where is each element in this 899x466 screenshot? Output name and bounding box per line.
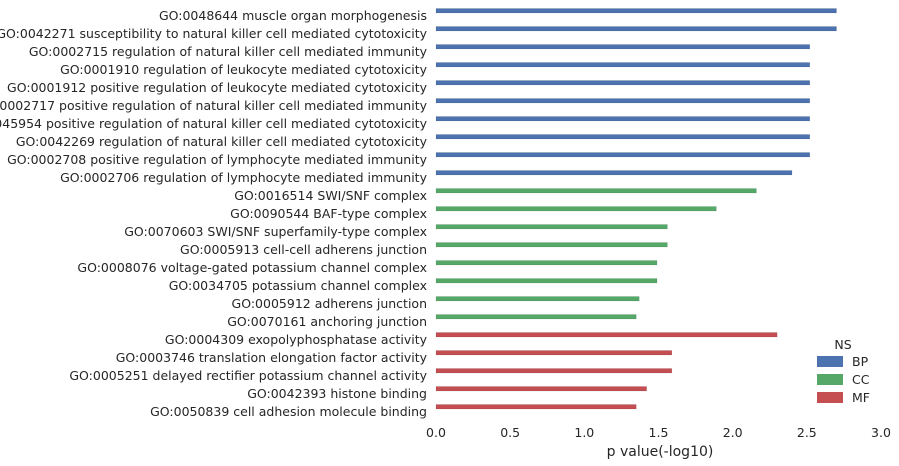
bar-cc (435, 260, 658, 266)
bar-cc (435, 242, 668, 248)
x-tick-label: 1.0 (574, 425, 594, 440)
bar-cc (435, 314, 637, 320)
legend-label-mf: MF (852, 390, 870, 405)
bar-cc (435, 278, 658, 284)
bar-bp (435, 152, 811, 158)
category-label: GO:0090544 BAF-type complex (230, 206, 427, 221)
category-label: GO:0042271 susceptibility to natural kil… (0, 26, 428, 41)
legend-swatch-mf (817, 392, 843, 403)
bar-cc (435, 188, 757, 194)
category-label: GO:0005912 adherens junction (232, 296, 427, 311)
legend-swatch-cc (817, 374, 843, 385)
category-label: GO:0001912 positive regulation of leukoc… (7, 80, 428, 95)
category-label: GO:0034705 potassium channel complex (169, 278, 427, 293)
category-label: GO:0048644 muscle organ morphogenesis (159, 8, 427, 23)
bar-bp (435, 134, 811, 140)
bar-mf (435, 332, 778, 338)
bar-bp (435, 98, 811, 104)
category-label: GO:0001910 regulation of leukocyte media… (60, 62, 428, 77)
category-label: GO:0004309 exopolyphosphatase activity (165, 332, 428, 347)
bar-bp (435, 62, 811, 68)
bar-cc (435, 206, 717, 212)
category-label: GO:0042393 histone binding (247, 386, 427, 401)
x-tick-label: 2.5 (797, 425, 817, 440)
category-label: GO:0002717 positive regulation of natura… (0, 98, 428, 113)
x-tick-label: 0.0 (426, 425, 446, 440)
bar-mf (435, 386, 647, 392)
bar-mf (435, 368, 673, 374)
legend-label-bp: BP (852, 354, 869, 369)
bar-cc (435, 296, 640, 302)
bar-bp (435, 80, 811, 86)
x-tick-label: 3.0 (871, 425, 891, 440)
category-label: GO:0005251 delayed rectifier potassium c… (69, 368, 427, 383)
legend-title: NS (834, 337, 851, 352)
category-label: GO:0070161 anchoring junction (227, 314, 427, 329)
bar-mf (435, 404, 637, 410)
bar-bp (435, 116, 811, 122)
category-label: GO:0070603 SWI/SNF superfamily-type comp… (124, 224, 427, 239)
category-label: GO:0002708 positive regulation of lympho… (7, 152, 428, 167)
category-label: GO:0002715 regulation of natural killer … (29, 44, 428, 59)
category-label: GO:0016514 SWI/SNF complex (234, 188, 427, 203)
x-tick-label: 0.5 (500, 425, 520, 440)
category-label: GO:0045954 positive regulation of natura… (0, 116, 428, 131)
bars (435, 8, 837, 410)
category-label: GO:0002706 regulation of lymphocyte medi… (60, 170, 428, 185)
bar-cc (435, 224, 668, 230)
category-label: GO:0005913 cell-cell adherens junction (180, 242, 427, 257)
category-label: GO:0008076 voltage-gated potassium chann… (77, 260, 427, 275)
category-label: GO:0050839 cell adhesion molecule bindin… (150, 404, 427, 419)
bar-mf (435, 350, 673, 356)
category-labels: GO:0048644 muscle organ morphogenesis GO:… (0, 8, 428, 419)
bar-bp (435, 8, 837, 14)
bar-bp (435, 44, 811, 50)
x-tick-label: 2.0 (723, 425, 743, 440)
bar-bp (435, 170, 793, 176)
legend-swatch-bp (817, 356, 843, 367)
x-axis-label: p value(-log10) (607, 444, 714, 460)
legend: NS BP CC MF (817, 337, 870, 405)
bar-bp (435, 26, 837, 32)
x-tick-label: 1.5 (649, 425, 669, 440)
category-label: GO:0042269 regulation of natural killer … (16, 134, 428, 149)
category-label: GO:0003746 translation elongation factor… (116, 350, 428, 365)
legend-label-cc: CC (852, 372, 870, 387)
x-axis-ticks: 0.0 0.5 1.0 1.5 2.0 2.5 3.0 (426, 425, 891, 440)
